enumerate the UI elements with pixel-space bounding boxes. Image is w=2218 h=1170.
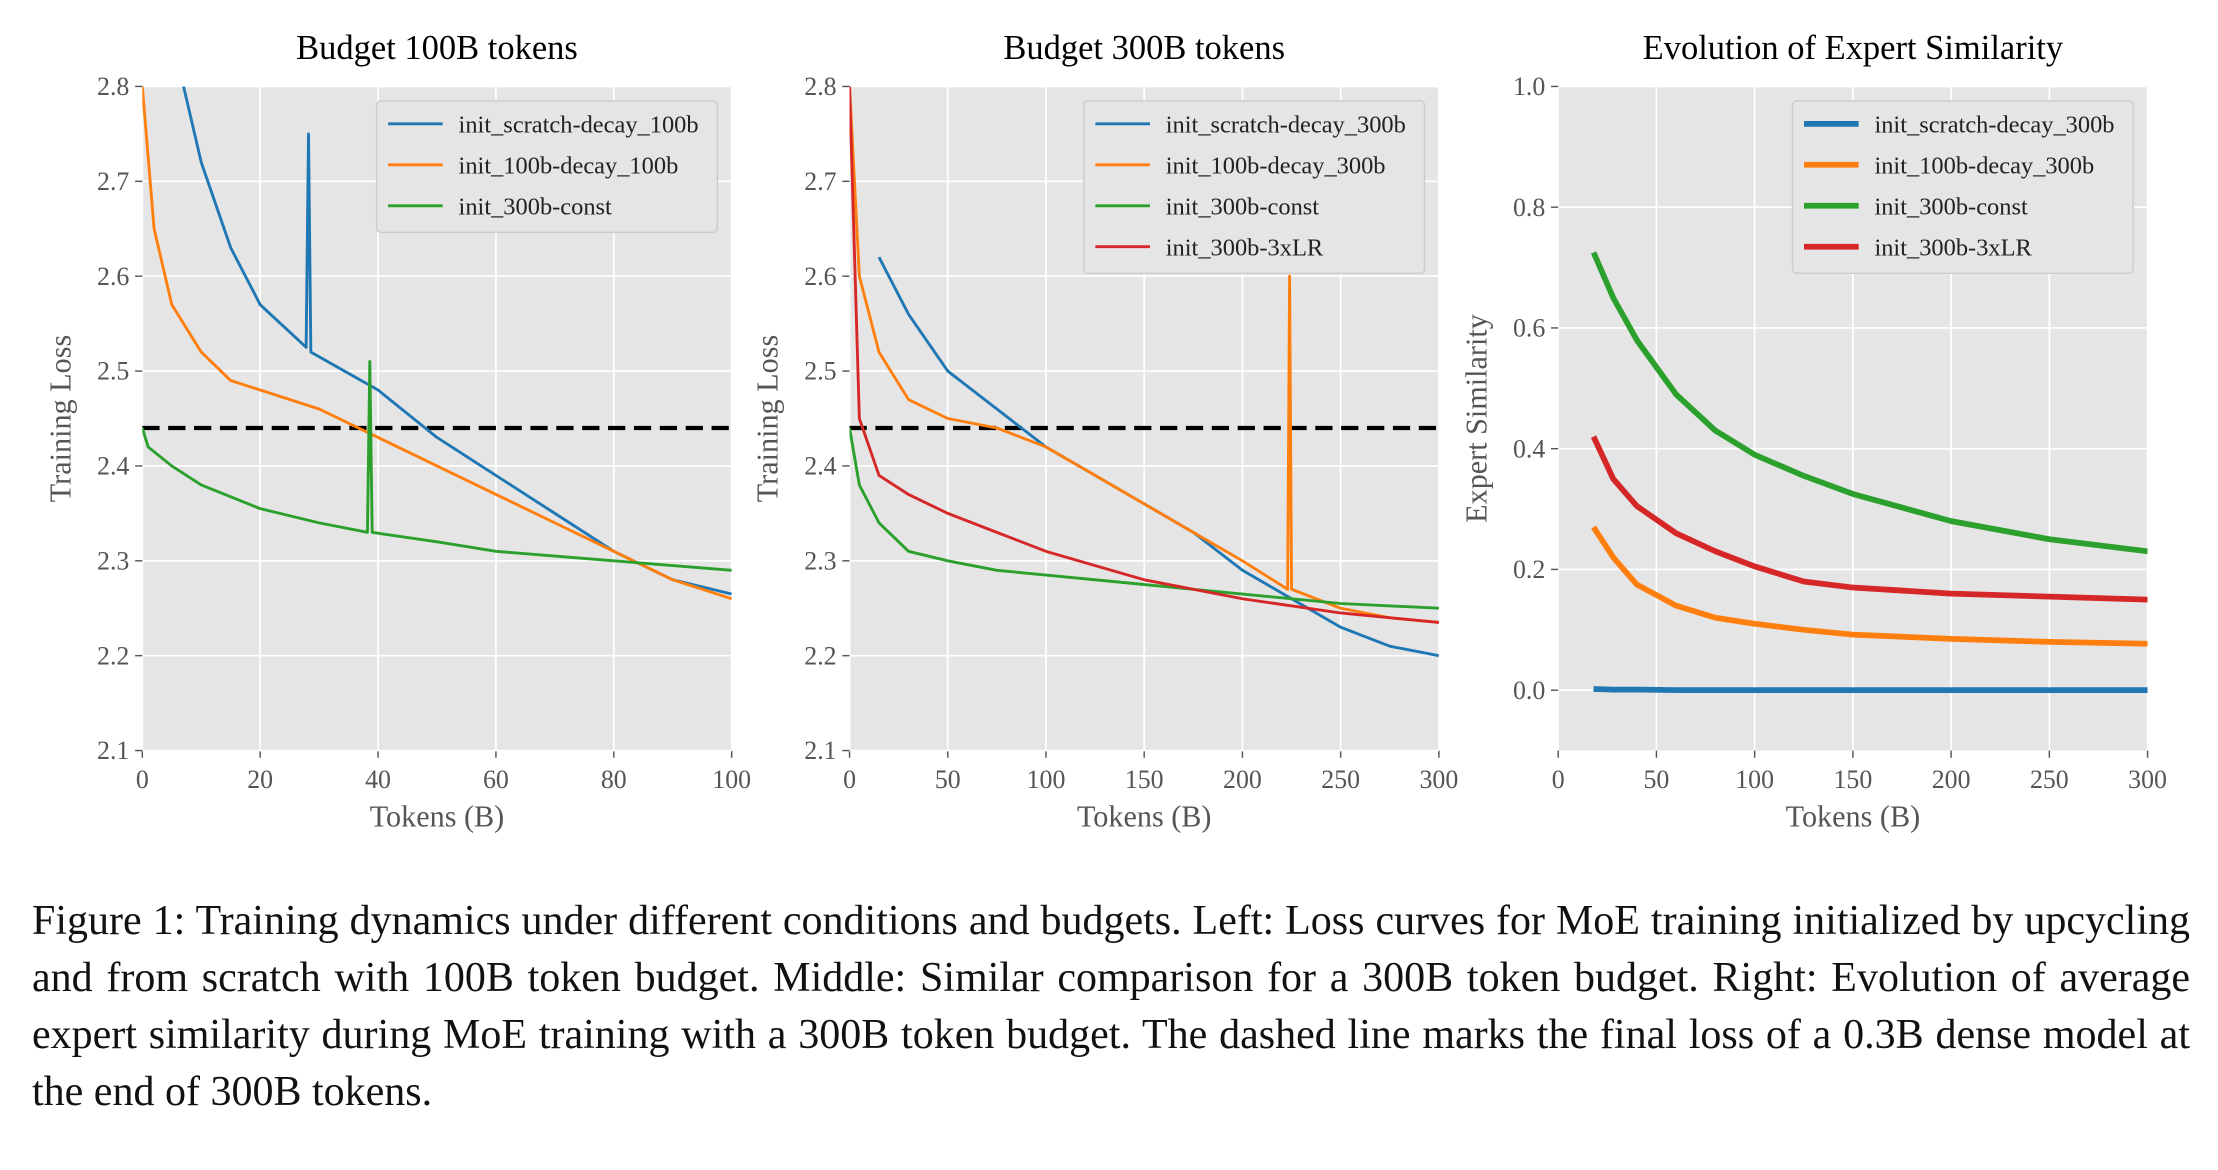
x-tick-label: 40 xyxy=(365,765,391,794)
series-line xyxy=(1590,251,2148,555)
chart-title: Evolution of Expert Similarity xyxy=(1643,29,2064,67)
y-tick-label: 1.0 xyxy=(1513,72,1545,101)
legend-label: init_300b-3xLR xyxy=(1166,234,1324,261)
legend-label: init_scratch-decay_300b xyxy=(1166,111,1406,138)
y-tick-label: 2.5 xyxy=(804,357,836,386)
x-tick-label: 80 xyxy=(601,765,627,794)
x-tick-label: 250 xyxy=(1321,765,1360,794)
legend-label: init_scratch-decay_100b xyxy=(459,111,699,138)
y-tick-label: 2.6 xyxy=(97,262,129,291)
series-line xyxy=(1593,686,2148,694)
series-line xyxy=(849,427,1439,610)
legend: init_scratch-decay_300b init_100b-decay_3… xyxy=(1083,100,1426,275)
x-tick-label: 100 xyxy=(1735,765,1774,794)
y-tick-label: 2.1 xyxy=(97,736,129,765)
x-tick-label: 0 xyxy=(136,765,149,794)
series-line xyxy=(142,360,732,572)
y-axis-label: Training Loss xyxy=(751,335,785,502)
y-tick-label: 0.2 xyxy=(1513,555,1545,584)
legend-label: init_scratch-decay_300b xyxy=(1874,111,2114,138)
y-tick-label: 2.4 xyxy=(97,452,129,481)
legend: init_scratch-decay_100b init_100b-decay_1… xyxy=(375,100,719,234)
y-tick-label: 2.2 xyxy=(97,641,129,670)
x-tick-label: 150 xyxy=(1833,765,1872,794)
plot-lines xyxy=(1590,251,2148,694)
y-tick-label: 2.4 xyxy=(804,452,836,481)
y-tick-label: 2.3 xyxy=(97,546,129,575)
figure: Budget 100B tokens 0 20 40 60 80 100 2.1 2.2 2.3 2… xyxy=(43,29,2167,834)
series-line xyxy=(1590,435,2148,603)
series-line xyxy=(849,86,1439,624)
caption: Figure 1: Training dynamics under differ… xyxy=(32,898,2190,1115)
x-tick-label: 250 xyxy=(2030,765,2069,794)
chart-title: Budget 300B tokens xyxy=(1003,29,1285,67)
x-tick-label: 200 xyxy=(1223,765,1262,794)
legend-box xyxy=(375,100,719,234)
legend-box xyxy=(1083,100,1426,275)
x-tick-label: 100 xyxy=(712,765,751,794)
chart: Budget 300B tokens 0 50 100 150 200 250 300 2.1 2… xyxy=(751,29,1459,834)
legend-label: init_300b-const xyxy=(1166,193,1320,220)
x-tick-label: 200 xyxy=(1932,765,1971,794)
x-tick-label: 50 xyxy=(935,765,961,794)
legend-label: init_100b-decay_100b xyxy=(459,152,679,179)
y-tick-label: 2.1 xyxy=(804,736,836,765)
legend-label: init_300b-3xLR xyxy=(1874,234,2032,261)
y-tick-label: 0.0 xyxy=(1513,676,1545,705)
y-axis-label: Expert Similarity xyxy=(1459,314,1493,523)
y-tick-label: 2.7 xyxy=(804,167,836,196)
chart: Evolution of Expert Similarity 0 50 100 150 2… xyxy=(1459,29,2167,834)
series-line xyxy=(142,86,732,601)
y-tick-label: 2.3 xyxy=(804,546,836,575)
chart-title: Budget 100B tokens xyxy=(296,29,578,67)
x-tick-label: 0 xyxy=(1552,765,1565,794)
x-axis-label: Tokens (B) xyxy=(1077,800,1211,834)
y-tick-label: 2.5 xyxy=(97,357,129,386)
legend-label: init_300b-const xyxy=(1874,193,2028,220)
legend-label: init_100b-decay_300b xyxy=(1166,152,1386,179)
x-tick-label: 300 xyxy=(2128,765,2167,794)
x-axis-label: Tokens (B) xyxy=(370,800,504,834)
x-tick-label: 150 xyxy=(1125,765,1164,794)
x-tick-label: 300 xyxy=(1419,765,1458,794)
y-tick-label: 2.6 xyxy=(804,262,836,291)
y-axis-label: Training Loss xyxy=(43,335,77,502)
y-tick-label: 0.8 xyxy=(1513,193,1545,222)
x-tick-label: 50 xyxy=(1644,765,1670,794)
y-tick-label: 2.8 xyxy=(97,72,129,101)
legend: init_scratch-decay_300b init_100b-decay_3… xyxy=(1791,100,2134,275)
series-line xyxy=(849,86,1439,624)
legend-label: init_100b-decay_300b xyxy=(1874,152,2094,179)
plot-lines xyxy=(849,86,1439,658)
legend-label: init_300b-const xyxy=(459,193,613,220)
y-tick-label: 2.2 xyxy=(804,641,836,670)
x-tick-label: 0 xyxy=(843,765,856,794)
legend-box xyxy=(1791,100,2134,275)
x-axis-label: Tokens (B) xyxy=(1786,800,1920,834)
y-tick-label: 0.6 xyxy=(1513,314,1545,343)
y-tick-label: 2.7 xyxy=(97,167,129,196)
x-tick-label: 60 xyxy=(483,765,509,794)
x-tick-label: 20 xyxy=(247,765,273,794)
y-tick-label: 0.4 xyxy=(1513,434,1545,463)
x-tick-label: 100 xyxy=(1027,765,1066,794)
series-line xyxy=(1591,525,2148,647)
y-tick-label: 2.8 xyxy=(804,72,836,101)
plot-lines xyxy=(142,86,732,601)
chart: Budget 100B tokens 0 20 40 60 80 100 2.1 2.2 2.3 2… xyxy=(43,29,751,834)
